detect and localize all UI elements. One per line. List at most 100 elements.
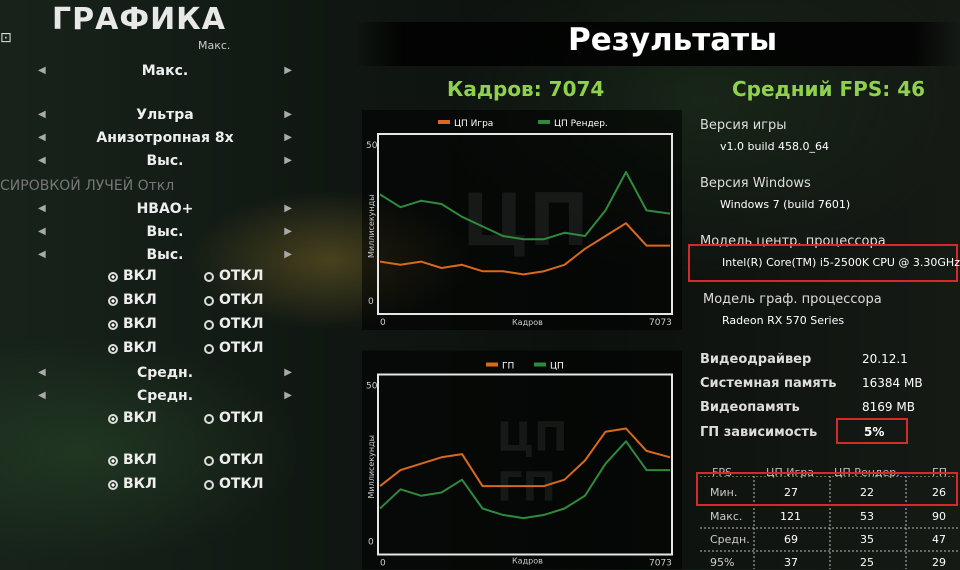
- cpu-series-group: [379, 171, 671, 276]
- radio-unchecked-icon: [204, 480, 214, 490]
- arrow-left-icon[interactable]: ◀: [38, 109, 46, 120]
- radio-unchecked-icon: [204, 296, 214, 306]
- radio-on[interactable]: ВКЛ: [108, 410, 157, 426]
- series-line-2: [379, 440, 670, 520]
- radio-off[interactable]: ОТКЛ: [204, 292, 264, 308]
- setting-row-quality[interactable]: ◀ Макс. ▶: [30, 60, 300, 82]
- radio-unchecked-icon: [204, 456, 214, 466]
- arrow-right-icon[interactable]: ▶: [284, 109, 292, 120]
- cpu-model-value: Intel(R) Core(TM) i5-2500K CPU @ 3.30GHz: [722, 256, 960, 269]
- radio-off[interactable]: ОТКЛ: [204, 452, 264, 468]
- radio-off[interactable]: ОТКЛ: [204, 340, 264, 356]
- arrow-right-icon[interactable]: ▶: [284, 155, 292, 166]
- radio-on[interactable]: ВКЛ: [108, 316, 157, 332]
- setting-value: HBAO+: [136, 201, 194, 217]
- radio-off[interactable]: ОТКЛ: [204, 268, 264, 284]
- driver-value: 20.12.1: [862, 352, 908, 366]
- arrow-right-icon[interactable]: ▶: [284, 390, 292, 401]
- radio-on[interactable]: ВКЛ: [108, 340, 157, 356]
- fps-cell: 27: [784, 486, 798, 499]
- radio-off[interactable]: ОТКЛ: [204, 476, 264, 492]
- graphics-settings-panel: ГРАФИКА ⊡ Макс. ◀ Макс. ▶ ◀ Ультра ▶ ◀ Анизот…: [0, 0, 300, 569]
- setting-value: Выс.: [146, 153, 184, 169]
- x-tick-end: 7073: [649, 318, 672, 328]
- radio-checked-icon: [108, 272, 118, 282]
- radio-off[interactable]: ОТКЛ: [204, 316, 264, 332]
- fps-row-label: Макс.: [710, 510, 743, 523]
- radio-unchecked-icon: [204, 414, 214, 424]
- radio-off[interactable]: ОТКЛ: [204, 410, 264, 426]
- setting-row-pure-hair[interactable]: ◀ Средн. ▶: [30, 385, 300, 407]
- arrow-left-icon[interactable]: ◀: [38, 65, 46, 76]
- radio-checked-icon: [108, 320, 118, 330]
- video-memory-value: 8169 MB: [862, 400, 915, 414]
- radio-checked-icon: [108, 456, 118, 466]
- arrow-left-icon[interactable]: ◀: [38, 132, 46, 143]
- setting-value: Выс.: [146, 224, 184, 240]
- windows-version-label: Версия Windows: [700, 176, 811, 191]
- game-version-value: v1.0 build 458.0_64: [720, 140, 830, 153]
- gpu-model-value: Radeon RX 570 Series: [722, 314, 845, 327]
- radio-on[interactable]: ВКЛ: [108, 476, 157, 492]
- setting-row-detail[interactable]: ◀ Выс. ▶: [30, 244, 300, 266]
- y-axis-label: Миллисекунды: [367, 435, 376, 499]
- legend-swatch-cpu: [534, 362, 546, 367]
- setting-value: Ультра: [136, 107, 194, 123]
- x-axis-label: Кадров: [512, 557, 543, 566]
- radio-unchecked-icon: [204, 344, 214, 354]
- frames-count: Кадров: 7074: [447, 77, 605, 101]
- legend-swatch-cpu-render: [538, 120, 550, 124]
- arrow-right-icon[interactable]: ▶: [284, 226, 292, 237]
- chart-watermark-gpu: ГП: [497, 465, 556, 511]
- fps-cell: 90: [932, 510, 946, 523]
- setting-row-filtering[interactable]: ◀ Анизотропная 8х ▶: [30, 127, 300, 149]
- legend-label-cpu: ЦП: [550, 362, 564, 372]
- x-tick-start: 0: [380, 318, 386, 328]
- setting-value: Выс.: [146, 247, 184, 263]
- fps-row-label: Средн.: [710, 533, 750, 546]
- radio-checked-icon: [108, 344, 118, 354]
- y-axis-label: Миллисекунды: [367, 195, 376, 259]
- radio-checked-icon: [108, 296, 118, 306]
- gpu-bound-value: 5%: [864, 425, 885, 439]
- average-fps: Средний FPS: 46: [732, 77, 926, 101]
- chart-background: [362, 110, 682, 330]
- setting-row-depth[interactable]: ◀ Выс. ▶: [30, 221, 300, 243]
- arrow-right-icon[interactable]: ▶: [284, 65, 292, 76]
- fps-row-label: Мин.: [710, 486, 738, 499]
- legend-label-gpu: ГП: [502, 362, 514, 372]
- setting-row-ao[interactable]: ◀ HBAO+ ▶: [30, 198, 300, 220]
- arrow-left-icon[interactable]: ◀: [38, 249, 46, 260]
- x-axis-label: Кадров: [512, 318, 543, 327]
- gpu-frametime-chart: ЦП ГП ГП ЦП 50 0 Миллисекунды 0 7073 Кад…: [362, 350, 682, 570]
- setting-value: Средн.: [136, 365, 194, 381]
- y-tick-bottom: 0: [368, 297, 374, 307]
- back-icon[interactable]: ⊡: [0, 30, 12, 46]
- arrow-right-icon[interactable]: ▶: [284, 367, 292, 378]
- arrow-right-icon[interactable]: ▶: [284, 203, 292, 214]
- radio-checked-icon: [108, 480, 118, 490]
- fps-cell: 69: [784, 533, 798, 546]
- arrow-right-icon[interactable]: ▶: [284, 249, 292, 260]
- fps-cell: 47: [932, 533, 946, 546]
- arrow-left-icon[interactable]: ◀: [38, 367, 46, 378]
- system-memory-value: 16384 MB: [862, 376, 923, 390]
- radio-on[interactable]: ВКЛ: [108, 268, 157, 284]
- setting-row-volumetric[interactable]: ◀ Средн. ▶: [30, 362, 300, 384]
- setting-row-shadows[interactable]: ◀ Выс. ▶: [30, 150, 300, 172]
- setting-row-texture[interactable]: ◀ Ультра ▶: [30, 104, 300, 126]
- arrow-left-icon[interactable]: ◀: [38, 155, 46, 166]
- gpu-series-group: [379, 427, 671, 520]
- series-line-1: [379, 427, 671, 488]
- arrow-left-icon[interactable]: ◀: [38, 226, 46, 237]
- series-line-2: [379, 171, 671, 241]
- fps-cell: 25: [860, 556, 874, 569]
- radio-on[interactable]: ВКЛ: [108, 452, 157, 468]
- raytracing-ghost-label: СИРОВКОЙ ЛУЧЕЙ Откл: [0, 178, 175, 194]
- arrow-left-icon[interactable]: ◀: [38, 390, 46, 401]
- arrow-right-icon[interactable]: ▶: [284, 132, 292, 143]
- radio-on[interactable]: ВКЛ: [108, 292, 157, 308]
- graphics-title: ГРАФИКА: [52, 2, 226, 37]
- game-version-label: Версия игры: [700, 118, 787, 133]
- arrow-left-icon[interactable]: ◀: [38, 203, 46, 214]
